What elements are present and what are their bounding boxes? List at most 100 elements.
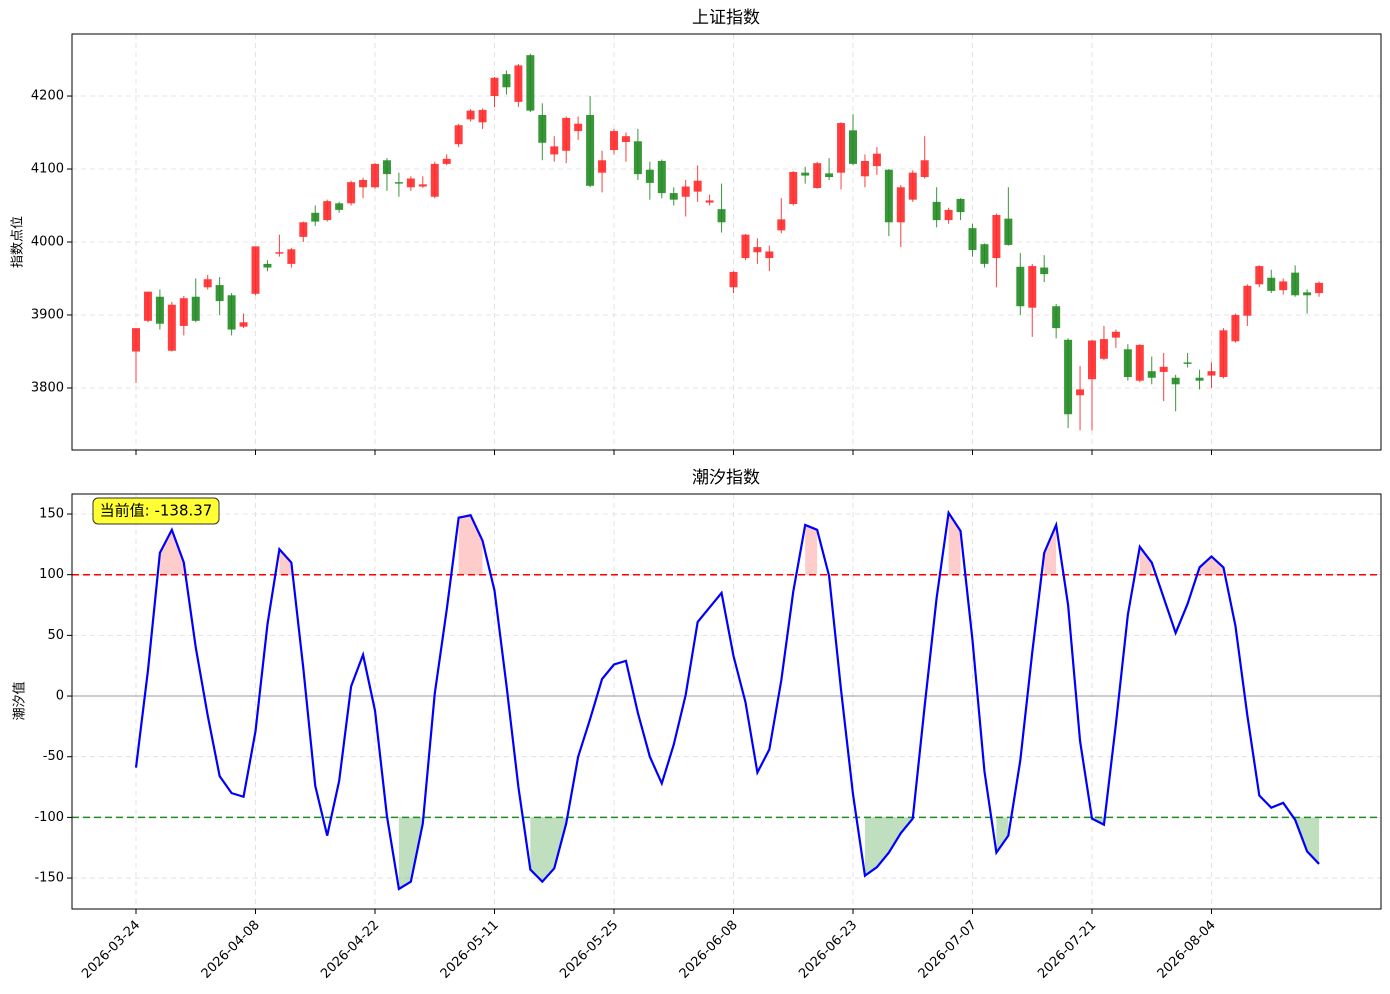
y-tick-label: 4200 — [31, 89, 64, 104]
candle-body — [562, 117, 571, 151]
candle-body — [143, 291, 152, 321]
candle-body — [1111, 331, 1120, 338]
y-tick-label: -50 — [43, 749, 64, 764]
threshold-fill — [805, 524, 818, 575]
candle-body — [837, 123, 846, 173]
candle-body — [347, 182, 356, 204]
y-tick-label: 100 — [39, 567, 64, 582]
candle-body — [132, 328, 140, 352]
candle-body — [359, 179, 368, 188]
candle-body — [813, 163, 822, 188]
y-tick-label: 4000 — [31, 235, 64, 250]
candle-body — [215, 285, 224, 302]
candle-body — [1255, 266, 1264, 285]
candle-body — [765, 251, 774, 259]
candle-body — [932, 201, 941, 221]
candle-body — [968, 228, 977, 251]
threshold-fill — [1044, 524, 1057, 575]
y-tick-label: 0 — [56, 689, 64, 704]
candle-body — [1076, 389, 1085, 396]
candle-body — [1219, 330, 1228, 378]
candle-body — [1279, 281, 1288, 291]
candle-body — [478, 109, 487, 123]
candle-body — [514, 65, 523, 102]
plot-frame — [71, 33, 1382, 451]
plot-frame — [71, 493, 1382, 910]
candle-body — [538, 115, 547, 143]
candle-body — [884, 169, 893, 223]
candle-body — [621, 136, 630, 143]
candle-body — [825, 173, 834, 178]
candle-body — [705, 200, 714, 203]
candle-body — [729, 271, 738, 288]
threshold-fill — [530, 817, 567, 882]
candle-body — [598, 160, 607, 173]
candle-body — [956, 198, 965, 213]
candle-body — [896, 187, 905, 223]
y-tick-label: 4100 — [31, 162, 64, 177]
candle-body — [741, 234, 750, 259]
candle-body — [550, 146, 559, 155]
candle-body — [1147, 371, 1156, 378]
y-tick-label: -150 — [34, 871, 64, 886]
candle-body — [1171, 377, 1180, 385]
candle-body — [1123, 349, 1132, 378]
candle-body — [657, 160, 666, 194]
candle-body — [394, 182, 403, 184]
candle-body — [371, 163, 379, 188]
candle-body — [777, 219, 786, 231]
threshold-fill — [1295, 817, 1320, 864]
line — [134, 509, 1320, 891]
candle-body — [789, 171, 798, 205]
candle-body — [311, 212, 320, 222]
candle-body — [908, 172, 917, 200]
candle-body — [179, 298, 188, 326]
candle-body — [980, 244, 989, 264]
candle-body — [239, 322, 248, 327]
candle-body — [872, 153, 881, 167]
candle-body — [1159, 366, 1168, 372]
candle-body — [693, 180, 702, 192]
candle-body — [610, 131, 618, 151]
candle-body — [1099, 339, 1108, 359]
candle-body — [1004, 218, 1013, 245]
candle-body — [454, 125, 463, 145]
candle-body — [1291, 272, 1300, 296]
candle-body — [323, 201, 332, 221]
y-axis-label: 指数点位 — [11, 216, 26, 268]
candle-body — [335, 203, 344, 210]
candle-body — [1315, 282, 1324, 294]
candle-body — [287, 249, 296, 264]
candle-body — [430, 163, 439, 197]
candle-body — [1135, 344, 1144, 381]
candle-body — [418, 184, 427, 187]
annotation: 当前值: -138.37 — [100, 502, 213, 520]
candle-body — [466, 110, 475, 120]
candle-body — [406, 178, 415, 188]
candle-body — [992, 214, 1001, 259]
candle-body — [1195, 377, 1204, 381]
candle-body — [275, 252, 284, 254]
candle-body — [502, 74, 511, 88]
candle-body — [849, 130, 857, 164]
y-tick-label: 150 — [39, 507, 64, 522]
candle-body — [1303, 292, 1312, 296]
candle-body — [1231, 314, 1240, 342]
candle-body — [1243, 285, 1252, 316]
threshold-fill — [996, 817, 1009, 853]
candle-body — [191, 296, 200, 321]
annotation-box — [92, 497, 220, 525]
candle-body — [442, 158, 451, 164]
candle-body — [717, 209, 726, 223]
candle-body — [1016, 266, 1025, 307]
candle-body — [382, 160, 391, 175]
candle-body — [299, 222, 308, 237]
y-tick-label: 3900 — [31, 307, 64, 322]
chart-title: 上证指数 — [692, 8, 760, 28]
candle-body — [1267, 277, 1276, 291]
candle-body — [633, 141, 642, 175]
candle-body — [681, 186, 690, 197]
y-tick-label: 3800 — [31, 380, 64, 395]
